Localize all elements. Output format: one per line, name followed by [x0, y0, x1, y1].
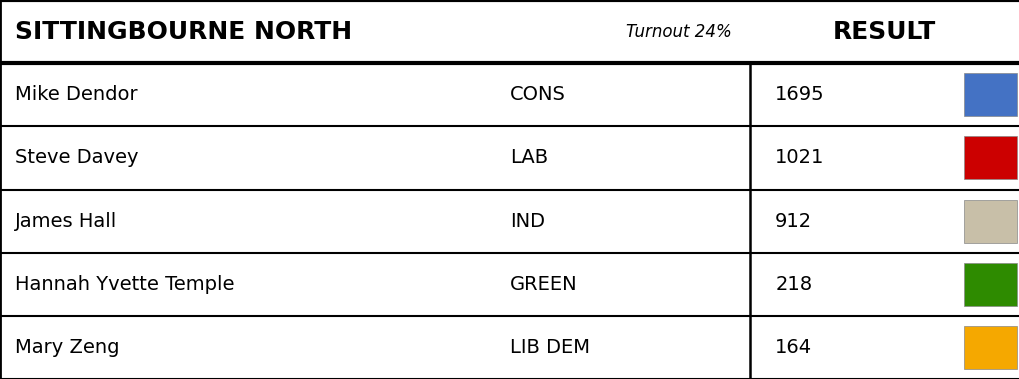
Text: Turnout 24%: Turnout 24%	[625, 23, 731, 41]
Text: RESULT: RESULT	[833, 20, 935, 44]
Text: GREEN: GREEN	[510, 275, 577, 294]
Text: Hannah Yvette Temple: Hannah Yvette Temple	[15, 275, 234, 294]
Text: LAB: LAB	[510, 149, 547, 168]
Text: 1695: 1695	[774, 85, 824, 104]
Text: James Hall: James Hall	[15, 211, 117, 230]
Bar	[963, 136, 1016, 179]
Text: Mary Zeng: Mary Zeng	[15, 338, 119, 357]
Text: 218: 218	[774, 275, 811, 294]
Bar	[963, 200, 1016, 243]
Text: LIB DEM: LIB DEM	[510, 338, 589, 357]
Bar	[963, 263, 1016, 306]
Text: SITTINGBOURNE NORTH: SITTINGBOURNE NORTH	[15, 20, 353, 44]
Text: IND: IND	[510, 211, 544, 230]
Bar	[963, 326, 1016, 369]
Bar	[963, 73, 1016, 116]
Text: CONS: CONS	[510, 85, 566, 104]
Text: Mike Dendor: Mike Dendor	[15, 85, 138, 104]
Text: 1021: 1021	[774, 149, 823, 168]
Text: Steve Davey: Steve Davey	[15, 149, 139, 168]
Text: 912: 912	[774, 211, 811, 230]
Text: 164: 164	[774, 338, 811, 357]
